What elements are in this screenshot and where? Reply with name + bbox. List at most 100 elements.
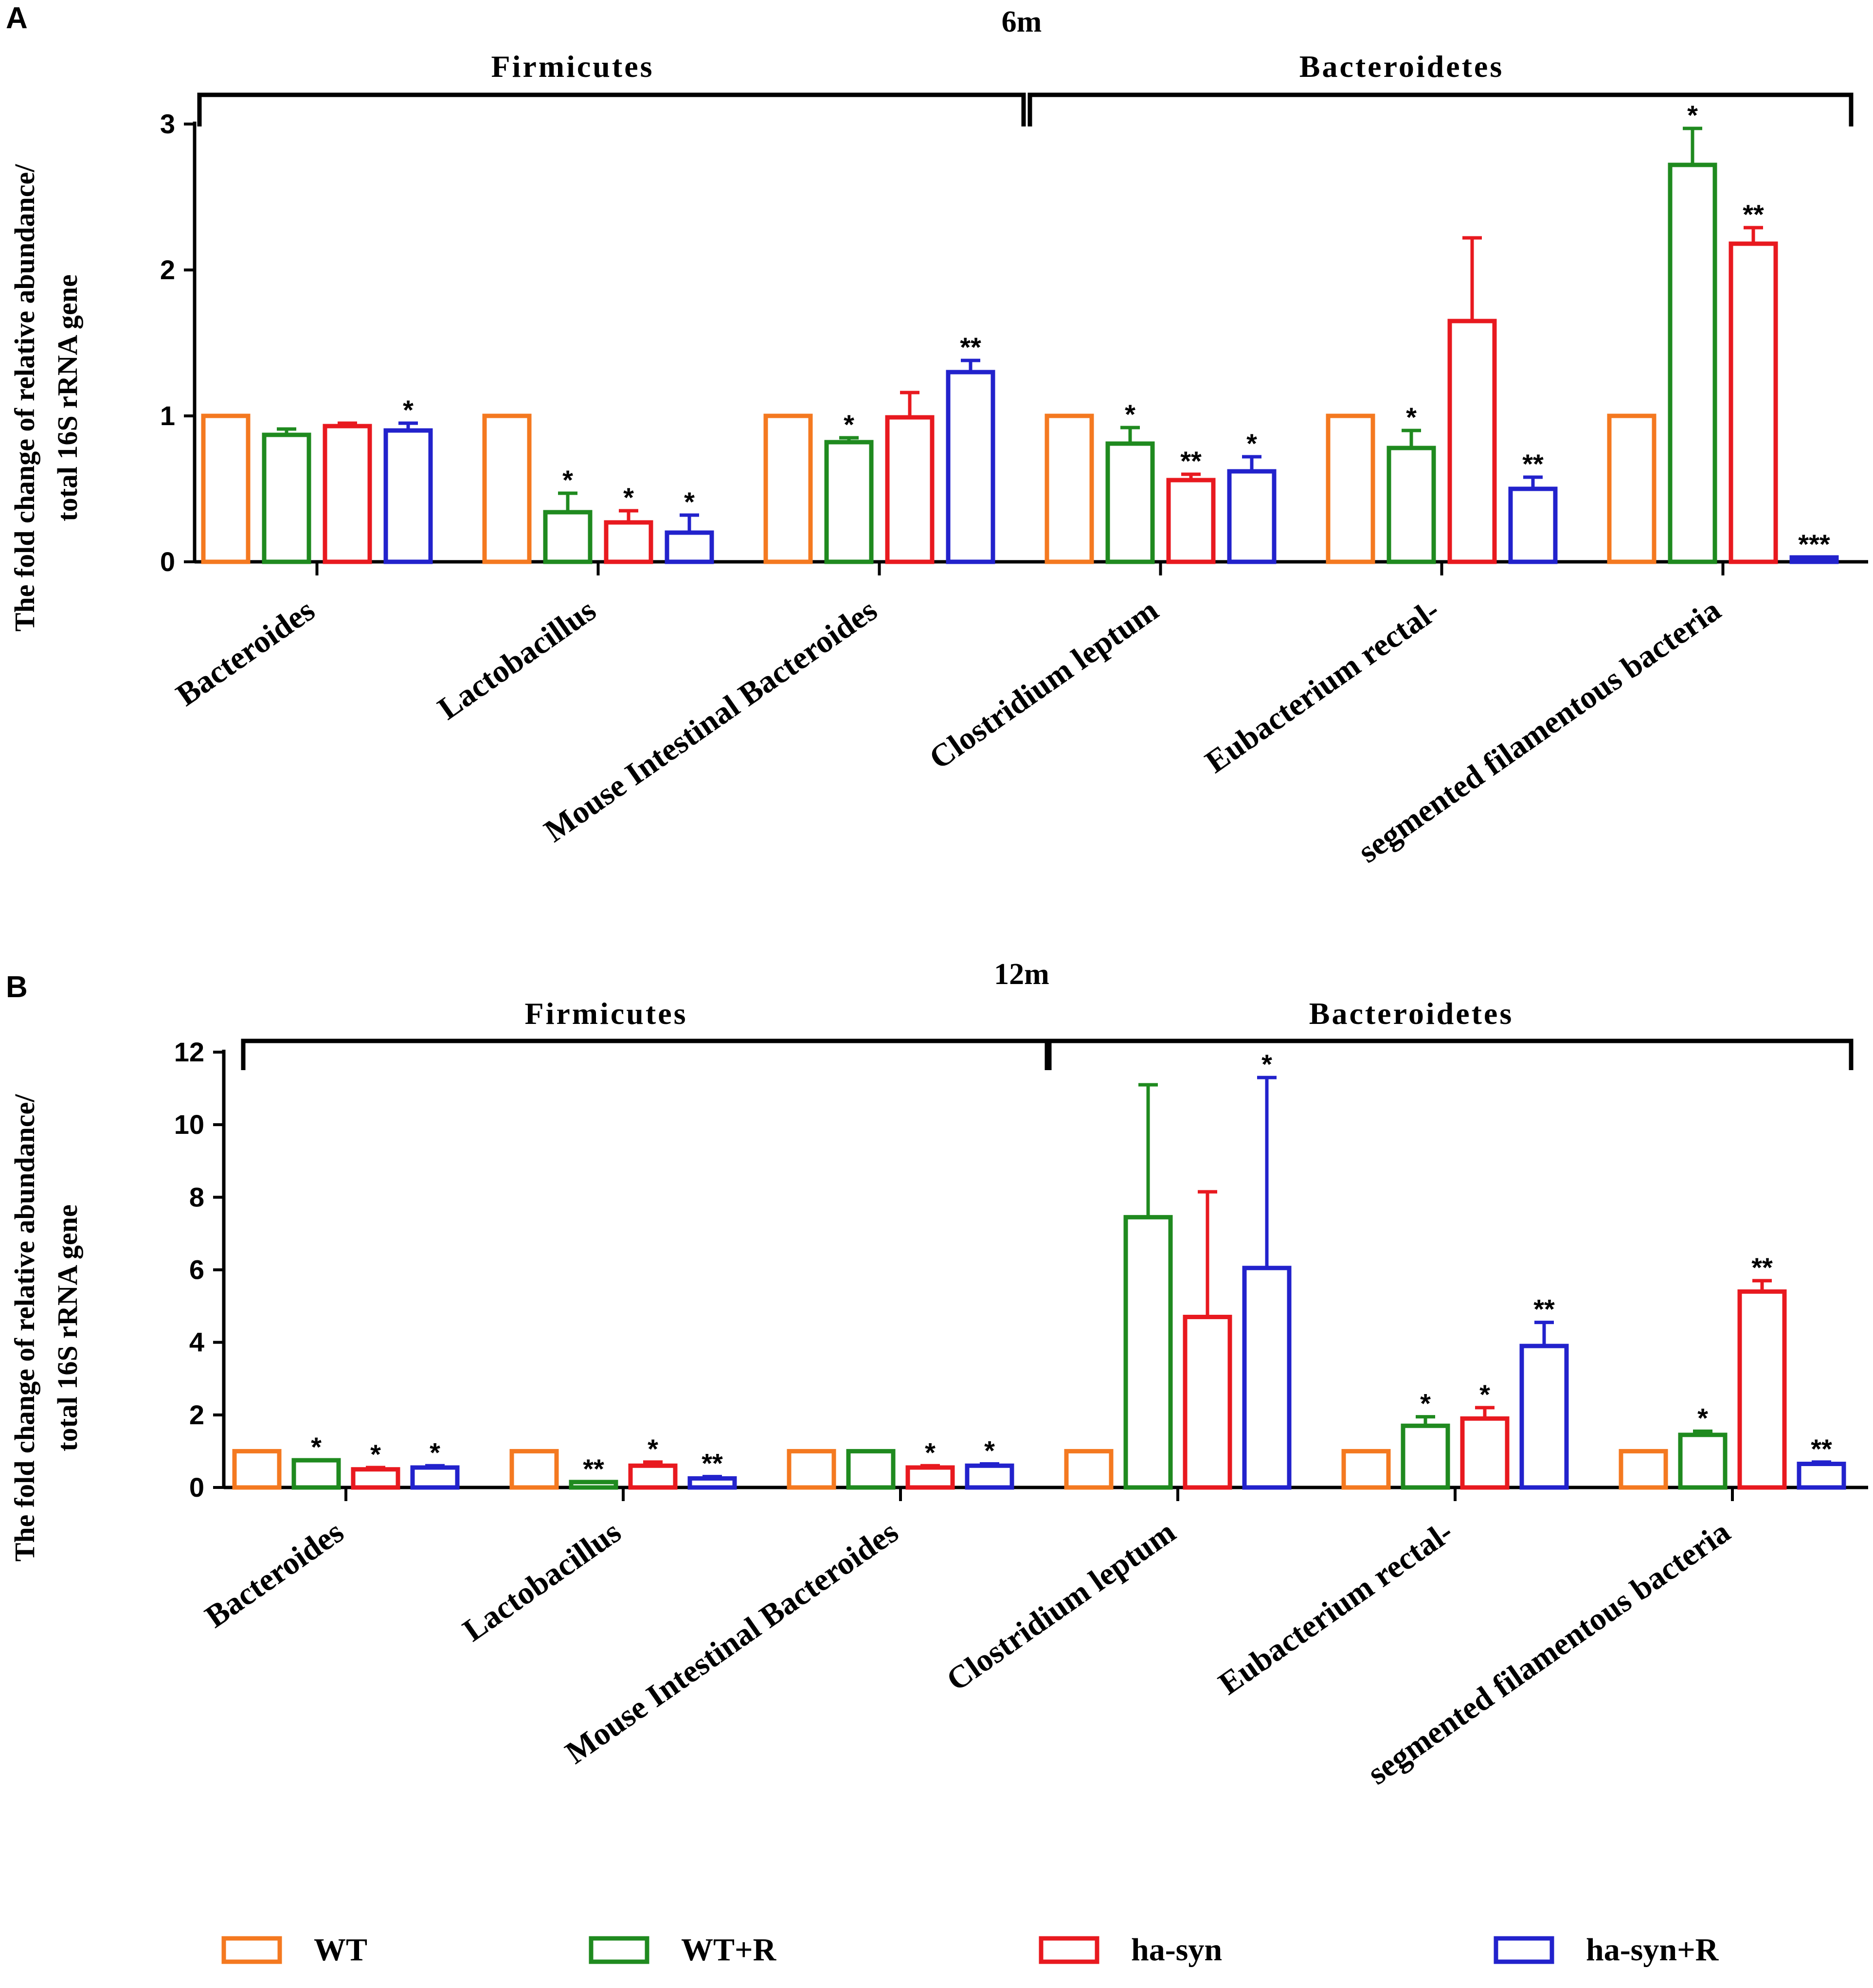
panel-a-letter: A <box>6 1 28 35</box>
bracket-line <box>197 92 1026 126</box>
significance-marker: * <box>684 486 695 517</box>
bar-wt <box>1045 413 1094 564</box>
bar-wt <box>787 1449 836 1490</box>
y-tick-label: 8 <box>189 1182 204 1212</box>
category-group: *** <box>1326 236 1558 564</box>
bar-ha-syn <box>905 1465 955 1490</box>
phylum-bracket-bacteroidetes: Bacteroidetes <box>1027 49 1854 126</box>
bar-ha-syn-plusr <box>410 1465 460 1490</box>
category-group: *** <box>763 332 995 564</box>
x-tick-label: Lactobacillus <box>456 1514 627 1648</box>
bar-wt-plusr <box>1387 446 1436 564</box>
panel-b-ylabel-line1: The fold change of relative abundance/ <box>9 1094 40 1562</box>
bar-ha-syn-plusr <box>1797 1462 1846 1490</box>
significance-marker: * <box>925 1437 936 1468</box>
panel-a-title: 6m <box>1002 5 1042 38</box>
y-tick-label: 12 <box>174 1037 204 1067</box>
bar-wt-plusr <box>1678 1433 1728 1490</box>
y-tick-label: 2 <box>189 1399 204 1430</box>
x-tick-label: Bacteroides <box>198 1514 350 1634</box>
significance-marker: * <box>984 1435 995 1466</box>
bar-wt <box>232 1449 282 1490</box>
category-group: *** <box>482 413 714 564</box>
significance-marker: * <box>311 1432 322 1462</box>
bar-ha-syn-plusr <box>1519 1343 1569 1490</box>
y-tick-label: 3 <box>160 108 175 139</box>
bar-ha-syn-plusr <box>1508 486 1558 564</box>
legend: WT WT+R ha-syn ha-syn+R <box>221 1932 1719 1968</box>
bar-ha-syn-plusr <box>665 530 714 564</box>
phylum-label: Bacteroidetes <box>1299 49 1504 84</box>
y-tick-label: 0 <box>189 1472 204 1503</box>
y-tick-label: 0 <box>160 546 175 577</box>
legend-label: WT+R <box>681 1932 777 1968</box>
x-tick-label: Eubacterium rectal- <box>1212 1514 1459 1701</box>
significance-marker: * <box>403 394 414 425</box>
legend-swatch <box>221 1936 282 1964</box>
significance-marker: ** <box>583 1453 604 1484</box>
phylum-label: Firmicutes <box>525 996 688 1031</box>
bar-ha-syn <box>351 1467 400 1490</box>
bracket-line <box>241 1039 1049 1070</box>
legend-swatch <box>1494 1936 1554 1964</box>
bar-ha-syn <box>1166 478 1216 564</box>
significance-marker: * <box>1420 1388 1431 1419</box>
panel-a-ylabel-line2: total 16S rRNA gene <box>52 274 83 521</box>
significance-marker: * <box>1479 1379 1490 1410</box>
bar-ha-syn-plusr <box>1227 469 1277 564</box>
legend-item: ha-syn+R <box>1494 1932 1719 1968</box>
bar-ha-syn-plusr <box>965 1463 1014 1490</box>
significance-marker: * <box>1246 428 1257 459</box>
phylum-label: Firmicutes <box>491 49 654 84</box>
bar-ha-syn <box>628 1463 678 1490</box>
phylum-bracket-firmicutes: Firmicutes <box>197 49 1026 126</box>
significance-marker: * <box>623 482 634 513</box>
significance-marker: * <box>1697 1402 1708 1433</box>
bar-ha-syn <box>323 424 372 564</box>
bar-wt <box>509 1449 559 1490</box>
category-group: * * <box>787 1435 1014 1490</box>
significance-marker: ** <box>1751 1252 1773 1283</box>
significance-marker: * <box>1125 399 1135 430</box>
bar-ha-syn <box>1460 1416 1510 1490</box>
significance-marker: ** <box>1522 448 1544 479</box>
significance-marker: ** <box>1743 199 1764 230</box>
significance-marker: ** <box>960 332 981 362</box>
bar-ha-syn-plusr <box>946 370 995 564</box>
significance-marker: * <box>430 1437 440 1468</box>
category-group: * <box>1064 1049 1292 1490</box>
x-tick-label: Clostridium leptum <box>940 1514 1182 1698</box>
category-group: *** <box>232 1432 460 1490</box>
category-group: ***** <box>1619 1252 1846 1490</box>
bar-wt <box>482 413 532 564</box>
panel-a-ylabel-line1: The fold change of relative abundance/ <box>9 164 40 632</box>
bar-ha-syn-plusr <box>1789 555 1839 564</box>
significance-marker: ** <box>1180 446 1202 476</box>
bar-wt <box>1326 413 1375 564</box>
significance-marker: ** <box>1533 1294 1555 1325</box>
bar-ha-syn <box>885 415 935 564</box>
panel-b-ylabel-line2: total 16S rRNA gene <box>52 1204 83 1451</box>
bar-ha-syn-plusr <box>687 1476 737 1490</box>
panel-b-ylabel: The fold change of relative abundance/ t… <box>9 1094 83 1562</box>
phylum-bracket-firmicutes: Firmicutes <box>241 996 1049 1070</box>
significance-marker: * <box>1406 402 1417 432</box>
legend-label: ha-syn+R <box>1586 1932 1719 1968</box>
legend-item: WT <box>221 1932 367 1968</box>
bar-ha-syn <box>1737 1289 1787 1490</box>
legend-label: WT <box>314 1932 367 1968</box>
legend-swatch <box>589 1936 649 1964</box>
category-group: **** <box>1045 399 1277 564</box>
significance-marker: *** <box>1798 529 1830 559</box>
x-tick-label: Bacteroides <box>170 592 321 713</box>
panel-a-plot: 0 1 2 3 Firmicutes Bacteroidetes * Bacteroides *… <box>160 49 1868 870</box>
bar-ha-syn <box>604 520 653 564</box>
panel-b-title: 12m <box>994 958 1049 991</box>
y-tick-label: 6 <box>189 1254 204 1285</box>
significance-marker: * <box>1261 1049 1272 1079</box>
significance-marker: * <box>648 1433 658 1464</box>
bar-wt <box>763 413 813 564</box>
bar-wt-plusr <box>1123 1215 1173 1490</box>
bar-ha-syn <box>1447 319 1497 564</box>
bar-ha-syn <box>1183 1314 1232 1490</box>
